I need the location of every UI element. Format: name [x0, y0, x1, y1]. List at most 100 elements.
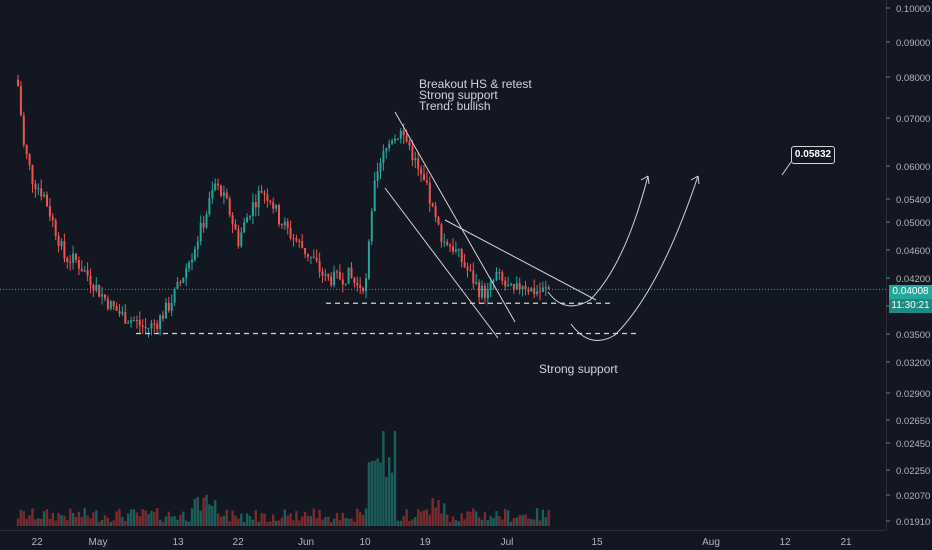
- candle-body: [539, 291, 541, 293]
- candle-body: [512, 284, 515, 290]
- candle-body: [109, 301, 112, 309]
- time-tick-label: 15: [591, 537, 603, 548]
- volume-bar: [414, 517, 417, 526]
- candle-body: [327, 274, 330, 277]
- resistance-trendline: [444, 219, 597, 301]
- time-axis[interactable]: 22 May 13 22 Jun 10 19 Jul 15 Aug 12 21: [31, 537, 852, 548]
- candle-body: [72, 253, 75, 263]
- candle-body: [191, 259, 193, 263]
- candle-body: [515, 283, 518, 290]
- volume-bar: [344, 517, 347, 526]
- candle-body: [385, 148, 388, 152]
- price-tick-label: 0.02250: [896, 466, 930, 477]
- candle-body: [199, 222, 202, 242]
- volume-bar: [106, 517, 110, 526]
- volume-bar: [382, 431, 385, 526]
- volume-bar: [115, 511, 118, 526]
- candle-body: [63, 241, 66, 259]
- candle-body: [130, 320, 133, 323]
- volume-bar: [243, 521, 246, 526]
- drawings: [136, 111, 792, 341]
- volume-bar: [254, 510, 257, 526]
- candle-body: [86, 270, 89, 276]
- candle-body: [460, 249, 463, 263]
- candle-body: [69, 261, 72, 263]
- volume-bar: [443, 503, 446, 526]
- price-tick-label: 0.05400: [896, 195, 930, 206]
- time-tick-label: 22: [31, 537, 43, 548]
- volume-bar: [327, 516, 330, 526]
- price-tick-label: 0.09000: [896, 38, 930, 49]
- volume-bar: [228, 521, 231, 526]
- volume-bar: [51, 512, 54, 526]
- candle-body: [57, 235, 60, 247]
- candle-body: [307, 253, 309, 257]
- candle-body: [80, 268, 83, 272]
- support-label: Strong support: [539, 362, 618, 376]
- candle-body: [304, 247, 307, 254]
- candle-body: [95, 284, 98, 291]
- current-price-label: 0.04008: [892, 286, 929, 297]
- volume-bar: [373, 460, 376, 526]
- volume-bar: [469, 511, 472, 526]
- candle-body: [124, 312, 127, 324]
- volume-bar: [466, 511, 469, 526]
- volume-bar: [127, 513, 130, 526]
- volume-bar: [63, 515, 66, 526]
- volume-bar: [463, 519, 466, 526]
- candle-body: [289, 227, 292, 239]
- volume-bar: [80, 516, 83, 526]
- candle-body: [112, 301, 115, 307]
- candle-body: [246, 217, 249, 223]
- candle-body: [254, 202, 257, 208]
- candle-body: [295, 238, 298, 241]
- price-axis[interactable]: 0.10000 0.09000 0.08000 0.07000 0.06000 0.054…: [886, 4, 930, 528]
- volume-bar: [538, 520, 542, 526]
- volume-bar: [138, 516, 141, 526]
- candle-body: [382, 151, 385, 163]
- volume-bar: [179, 514, 182, 526]
- candle-body: [150, 323, 153, 329]
- volume-bar: [506, 510, 510, 526]
- candle-body: [309, 256, 312, 258]
- projection-arrowhead-2: [690, 175, 700, 185]
- volume-bar: [330, 521, 333, 526]
- candle-body: [298, 240, 301, 242]
- countdown-label: 11:30:21: [889, 299, 932, 313]
- volume-bar: [182, 511, 185, 526]
- volume-bar: [257, 521, 260, 526]
- candle-body: [324, 274, 327, 276]
- volume-bar: [109, 521, 112, 526]
- target-price-callout[interactable]: 0.05832: [791, 146, 835, 164]
- candle-body: [283, 221, 286, 226]
- candle-body: [272, 202, 275, 209]
- candle-body: [98, 284, 101, 297]
- volume-bar: [16, 518, 20, 526]
- volume-bar: [22, 511, 25, 526]
- volume-bar: [216, 513, 220, 526]
- candle-body: [37, 188, 40, 190]
- time-tick-label: 21: [840, 537, 852, 548]
- candle-body: [431, 203, 434, 207]
- candle-body: [498, 271, 501, 273]
- volume-bar: [489, 516, 492, 526]
- volume-bar: [431, 498, 434, 526]
- volume-bar: [480, 519, 484, 526]
- volume-bar: [156, 508, 159, 526]
- time-tick-label: 12: [779, 537, 791, 548]
- candle-body: [411, 145, 414, 161]
- volume-bar: [408, 521, 411, 526]
- volume-bar: [321, 519, 324, 526]
- candle-body: [452, 246, 454, 252]
- volume-bar: [385, 476, 388, 526]
- volume-bar: [402, 516, 405, 526]
- volume-bar: [100, 519, 104, 526]
- candle-body: [173, 288, 176, 303]
- volume-bar: [335, 513, 339, 526]
- candle-body: [402, 130, 405, 136]
- candle-body: [434, 206, 437, 218]
- price-tick-label: 0.02900: [896, 389, 930, 400]
- volume-bar: [147, 514, 150, 526]
